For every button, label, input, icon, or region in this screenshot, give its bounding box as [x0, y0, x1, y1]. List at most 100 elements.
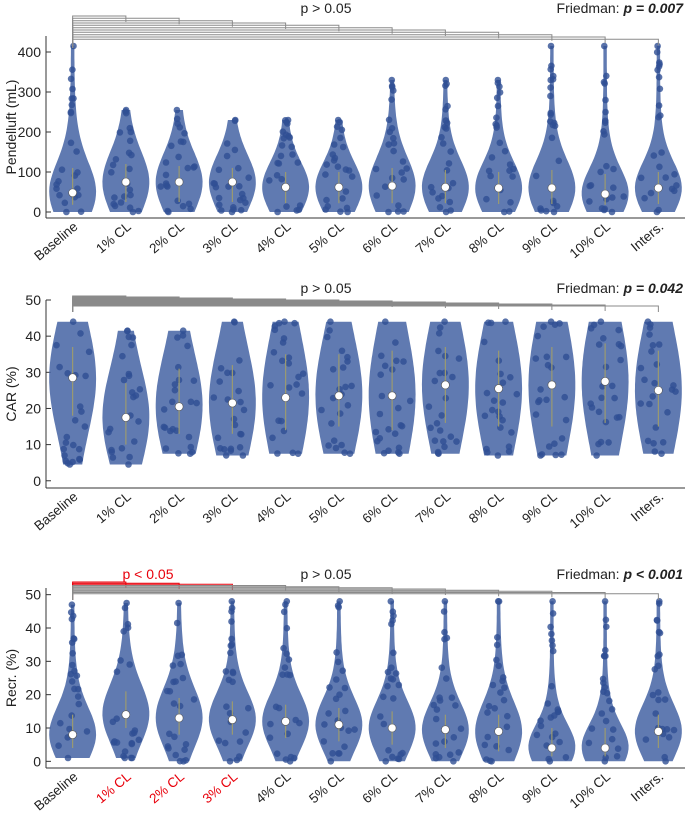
- median-marker: [654, 386, 663, 395]
- observation-dot: [121, 193, 128, 200]
- friedman-value: p < 0.001: [622, 566, 683, 582]
- observation-dot: [647, 189, 655, 197]
- x-tick-label: 5% CL: [306, 488, 347, 526]
- observation-dot: [654, 652, 662, 660]
- observation-dot: [484, 449, 491, 456]
- observation-dot: [386, 128, 394, 136]
- y-tick-label: 40: [25, 328, 41, 344]
- observation-dot: [655, 689, 662, 696]
- x-tick-label: 7% CL: [413, 218, 454, 256]
- comparison-bracket: [72, 593, 659, 600]
- observation-dot: [224, 369, 231, 377]
- observation-dot: [348, 382, 355, 390]
- observation-dot: [281, 664, 289, 671]
- observation-dot: [505, 746, 512, 754]
- median-marker: [387, 723, 397, 733]
- observation-dot: [332, 444, 340, 452]
- observation-dot: [382, 318, 389, 326]
- observation-dot: [210, 180, 217, 187]
- x-tick-label: 2% CL: [146, 218, 187, 256]
- observation-dot: [453, 438, 460, 445]
- observation-dot: [455, 355, 463, 362]
- observation-dot: [112, 156, 120, 163]
- x-tick-label: 8% CL: [466, 768, 507, 806]
- median-marker: [174, 713, 184, 723]
- observation-dot: [433, 706, 441, 713]
- observation-dot: [76, 403, 84, 410]
- observation-dot: [398, 422, 406, 430]
- observation-dot: [608, 208, 616, 216]
- observation-dot: [549, 647, 557, 655]
- observation-dot: [227, 445, 235, 453]
- observation-dot: [485, 167, 493, 175]
- observation-dot: [510, 165, 517, 173]
- observation-dot: [242, 729, 249, 736]
- observation-dot: [434, 448, 442, 456]
- observation-dot: [440, 438, 447, 445]
- observation-dot: [284, 120, 291, 127]
- observation-dot: [377, 371, 385, 379]
- observation-dot: [609, 726, 617, 733]
- observation-dot: [125, 149, 133, 157]
- observation-dot: [278, 142, 286, 149]
- median-marker: [228, 177, 237, 187]
- observation-dot: [175, 363, 182, 371]
- x-tick-label: 6% CL: [359, 488, 400, 526]
- observation-dot: [395, 404, 402, 412]
- p-value-label: p > 0.05: [301, 280, 352, 296]
- observation-dot: [598, 394, 605, 402]
- observation-dot: [75, 445, 83, 453]
- observation-dot: [606, 697, 613, 705]
- comparison-bracket: [72, 305, 659, 312]
- observation-dot: [641, 194, 648, 202]
- observation-dot: [68, 101, 76, 109]
- observation-dot: [283, 203, 290, 210]
- observation-dot: [381, 183, 389, 190]
- observation-dot: [646, 331, 653, 338]
- observation-dot: [267, 382, 274, 389]
- observation-dot: [282, 601, 289, 608]
- observation-dot: [172, 751, 179, 759]
- observation-dot: [505, 443, 513, 451]
- observation-dot: [296, 719, 303, 727]
- observation-dot: [171, 386, 179, 394]
- observation-dot: [62, 457, 70, 465]
- observation-dot: [602, 646, 609, 654]
- observation-dot: [653, 48, 661, 56]
- observation-dot: [551, 321, 559, 329]
- observation-dot: [179, 332, 187, 339]
- observation-dot: [231, 319, 238, 326]
- observation-dot: [214, 434, 222, 442]
- observation-dot: [236, 183, 243, 190]
- observation-dot: [500, 696, 508, 704]
- observation-dot: [129, 730, 136, 737]
- observation-dot: [169, 398, 176, 406]
- y-tick-label: 100: [18, 164, 42, 180]
- observation-dot: [442, 106, 449, 113]
- observation-dot: [172, 678, 179, 685]
- x-tick-label: 8% CL: [466, 488, 507, 526]
- observation-dot: [372, 428, 380, 436]
- observation-dot: [610, 184, 617, 191]
- x-tick-label: Baseline: [31, 769, 80, 814]
- observation-dot: [547, 714, 555, 721]
- observation-dot: [646, 400, 653, 408]
- observation-dot: [600, 679, 607, 687]
- observation-dot: [56, 363, 63, 371]
- observation-dot: [82, 372, 89, 380]
- observation-dot: [342, 707, 349, 715]
- x-tick-label: Inters.: [628, 769, 666, 805]
- observation-dot: [117, 657, 124, 664]
- observation-dot: [381, 362, 389, 370]
- observation-dot: [438, 412, 446, 419]
- violin-9-cl: [528, 46, 576, 212]
- observation-dot: [81, 423, 89, 430]
- violin-1-cl: [102, 110, 150, 212]
- observation-dot: [439, 140, 447, 147]
- observation-dot: [327, 758, 335, 765]
- observation-dot: [336, 410, 344, 417]
- observation-dot: [179, 674, 187, 682]
- median-marker: [547, 380, 557, 390]
- observation-dot: [339, 143, 347, 151]
- observation-dot: [387, 675, 395, 682]
